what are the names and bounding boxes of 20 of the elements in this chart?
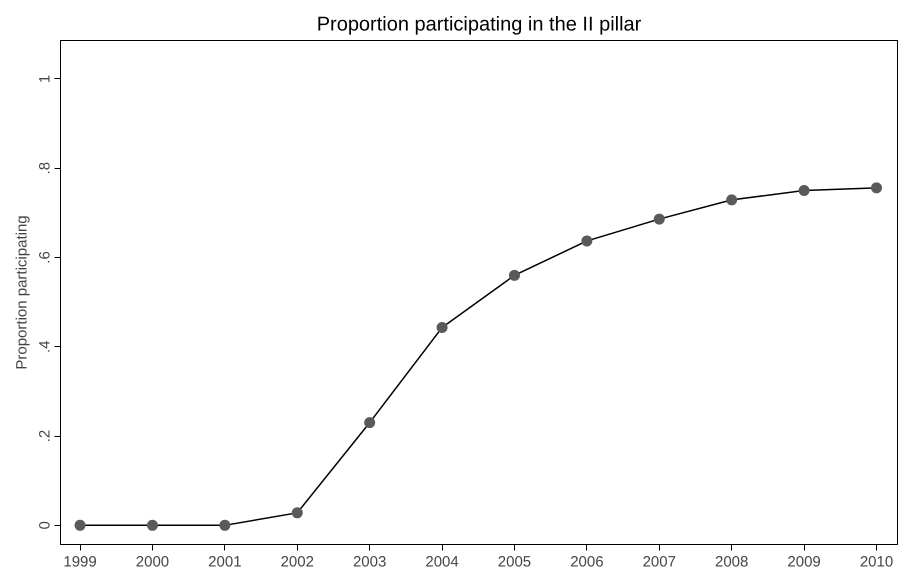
x-tick-label: 2009 xyxy=(787,554,821,570)
y-tick-label: 0 xyxy=(36,521,54,530)
chart-title: Proportion participating in the II pillar xyxy=(316,14,642,36)
x-tick-label: 2001 xyxy=(208,554,242,570)
x-tick-label: 2000 xyxy=(136,554,170,570)
x-tick-label: 2010 xyxy=(860,554,894,570)
x-tick-label: 1999 xyxy=(63,554,97,570)
x-tick-label: 2007 xyxy=(642,554,676,570)
x-tick-label: 2006 xyxy=(570,554,604,570)
x-tick-label: 2002 xyxy=(280,554,314,570)
x-tick-label: 2004 xyxy=(425,554,459,570)
y-axis-title: Proportion participating xyxy=(14,215,30,370)
y-tick-label: 1 xyxy=(36,74,54,84)
y-tick-label: .8 xyxy=(36,162,54,174)
y-tick-label: .4 xyxy=(36,340,54,353)
x-tick-label: 2003 xyxy=(352,554,386,570)
x-tick-label: 2008 xyxy=(715,554,748,570)
y-tick-label: .6 xyxy=(36,251,54,264)
y-tick-label: .2 xyxy=(36,430,54,442)
x-tick-label: 2005 xyxy=(498,554,532,570)
